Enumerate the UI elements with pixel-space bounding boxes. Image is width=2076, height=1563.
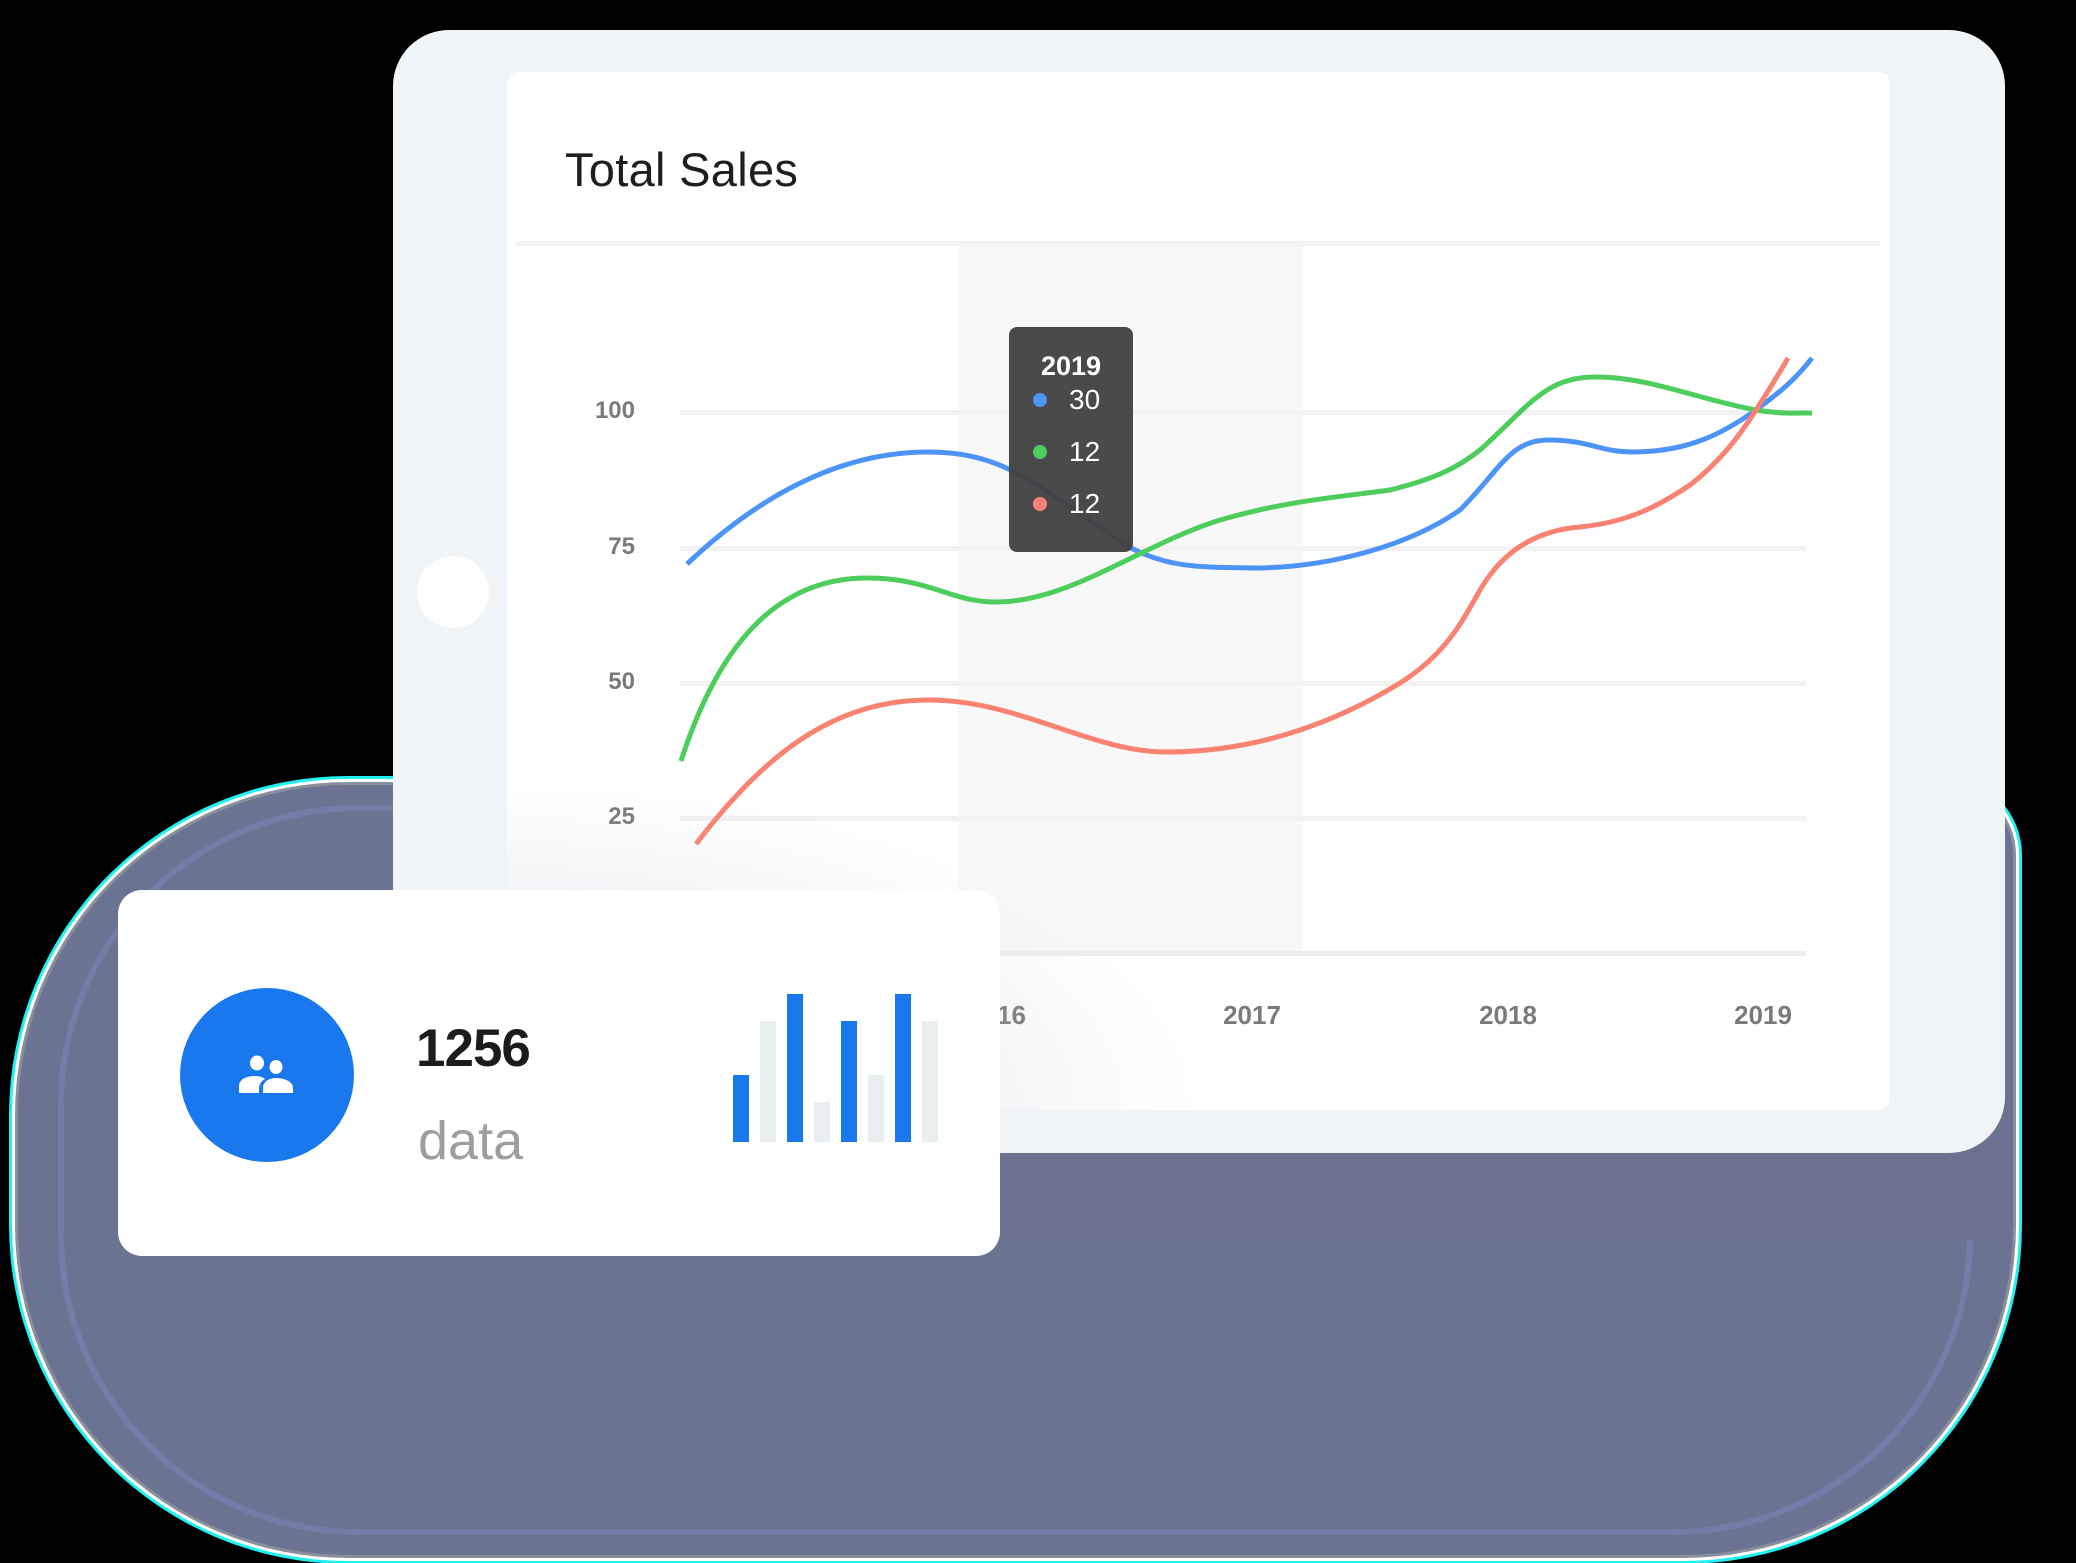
mini-bar xyxy=(895,994,911,1142)
mini-bar xyxy=(787,994,803,1142)
x-tick-2019: 2019 xyxy=(1734,1000,1792,1030)
tooltip-title: 2019 xyxy=(1040,351,1102,381)
people-icon xyxy=(239,1055,293,1093)
gridline-50 xyxy=(680,681,1806,686)
y-tick-75: 75 xyxy=(608,533,635,560)
x-axis-baseline xyxy=(680,951,1806,956)
chart-title: Total Sales xyxy=(565,143,799,196)
mini-bar xyxy=(868,1075,884,1142)
tooltip-row-red: 12 xyxy=(1033,488,1101,519)
y-tick-50: 50 xyxy=(608,668,635,695)
gridline-75 xyxy=(680,546,1806,551)
tooltip-value: 12 xyxy=(1069,436,1101,467)
gridline-100 xyxy=(680,410,1806,415)
mini-bar xyxy=(814,1102,830,1142)
y-tick-100: 100 xyxy=(594,397,635,424)
x-tick-2018: 2018 xyxy=(1479,1000,1537,1030)
tooltip-value: 12 xyxy=(1069,488,1101,519)
tablet-home-button[interactable] xyxy=(417,556,489,628)
stat-value: 1256 xyxy=(416,1019,531,1078)
legend-dot-green-icon xyxy=(1033,445,1047,459)
tooltip-value: 30 xyxy=(1069,384,1101,415)
header-divider xyxy=(516,241,1880,246)
legend-dot-red-icon xyxy=(1033,497,1047,511)
chart-tooltip: 2019 30 12 12 xyxy=(1009,327,1133,552)
stat-label: data xyxy=(418,1111,524,1171)
legend-dot-blue-icon xyxy=(1033,393,1047,407)
mini-bar xyxy=(733,1075,749,1142)
gridline-25 xyxy=(680,816,1806,821)
mini-bar xyxy=(760,1021,776,1142)
x-tick-2017: 2017 xyxy=(1223,1000,1281,1030)
mini-bar xyxy=(922,1021,938,1142)
tooltip-row-green: 12 xyxy=(1033,436,1101,467)
mini-bar xyxy=(841,1021,857,1142)
tooltip-row-blue: 30 xyxy=(1033,384,1101,415)
y-tick-25: 25 xyxy=(608,803,635,830)
stat-icon-badge xyxy=(180,988,354,1162)
